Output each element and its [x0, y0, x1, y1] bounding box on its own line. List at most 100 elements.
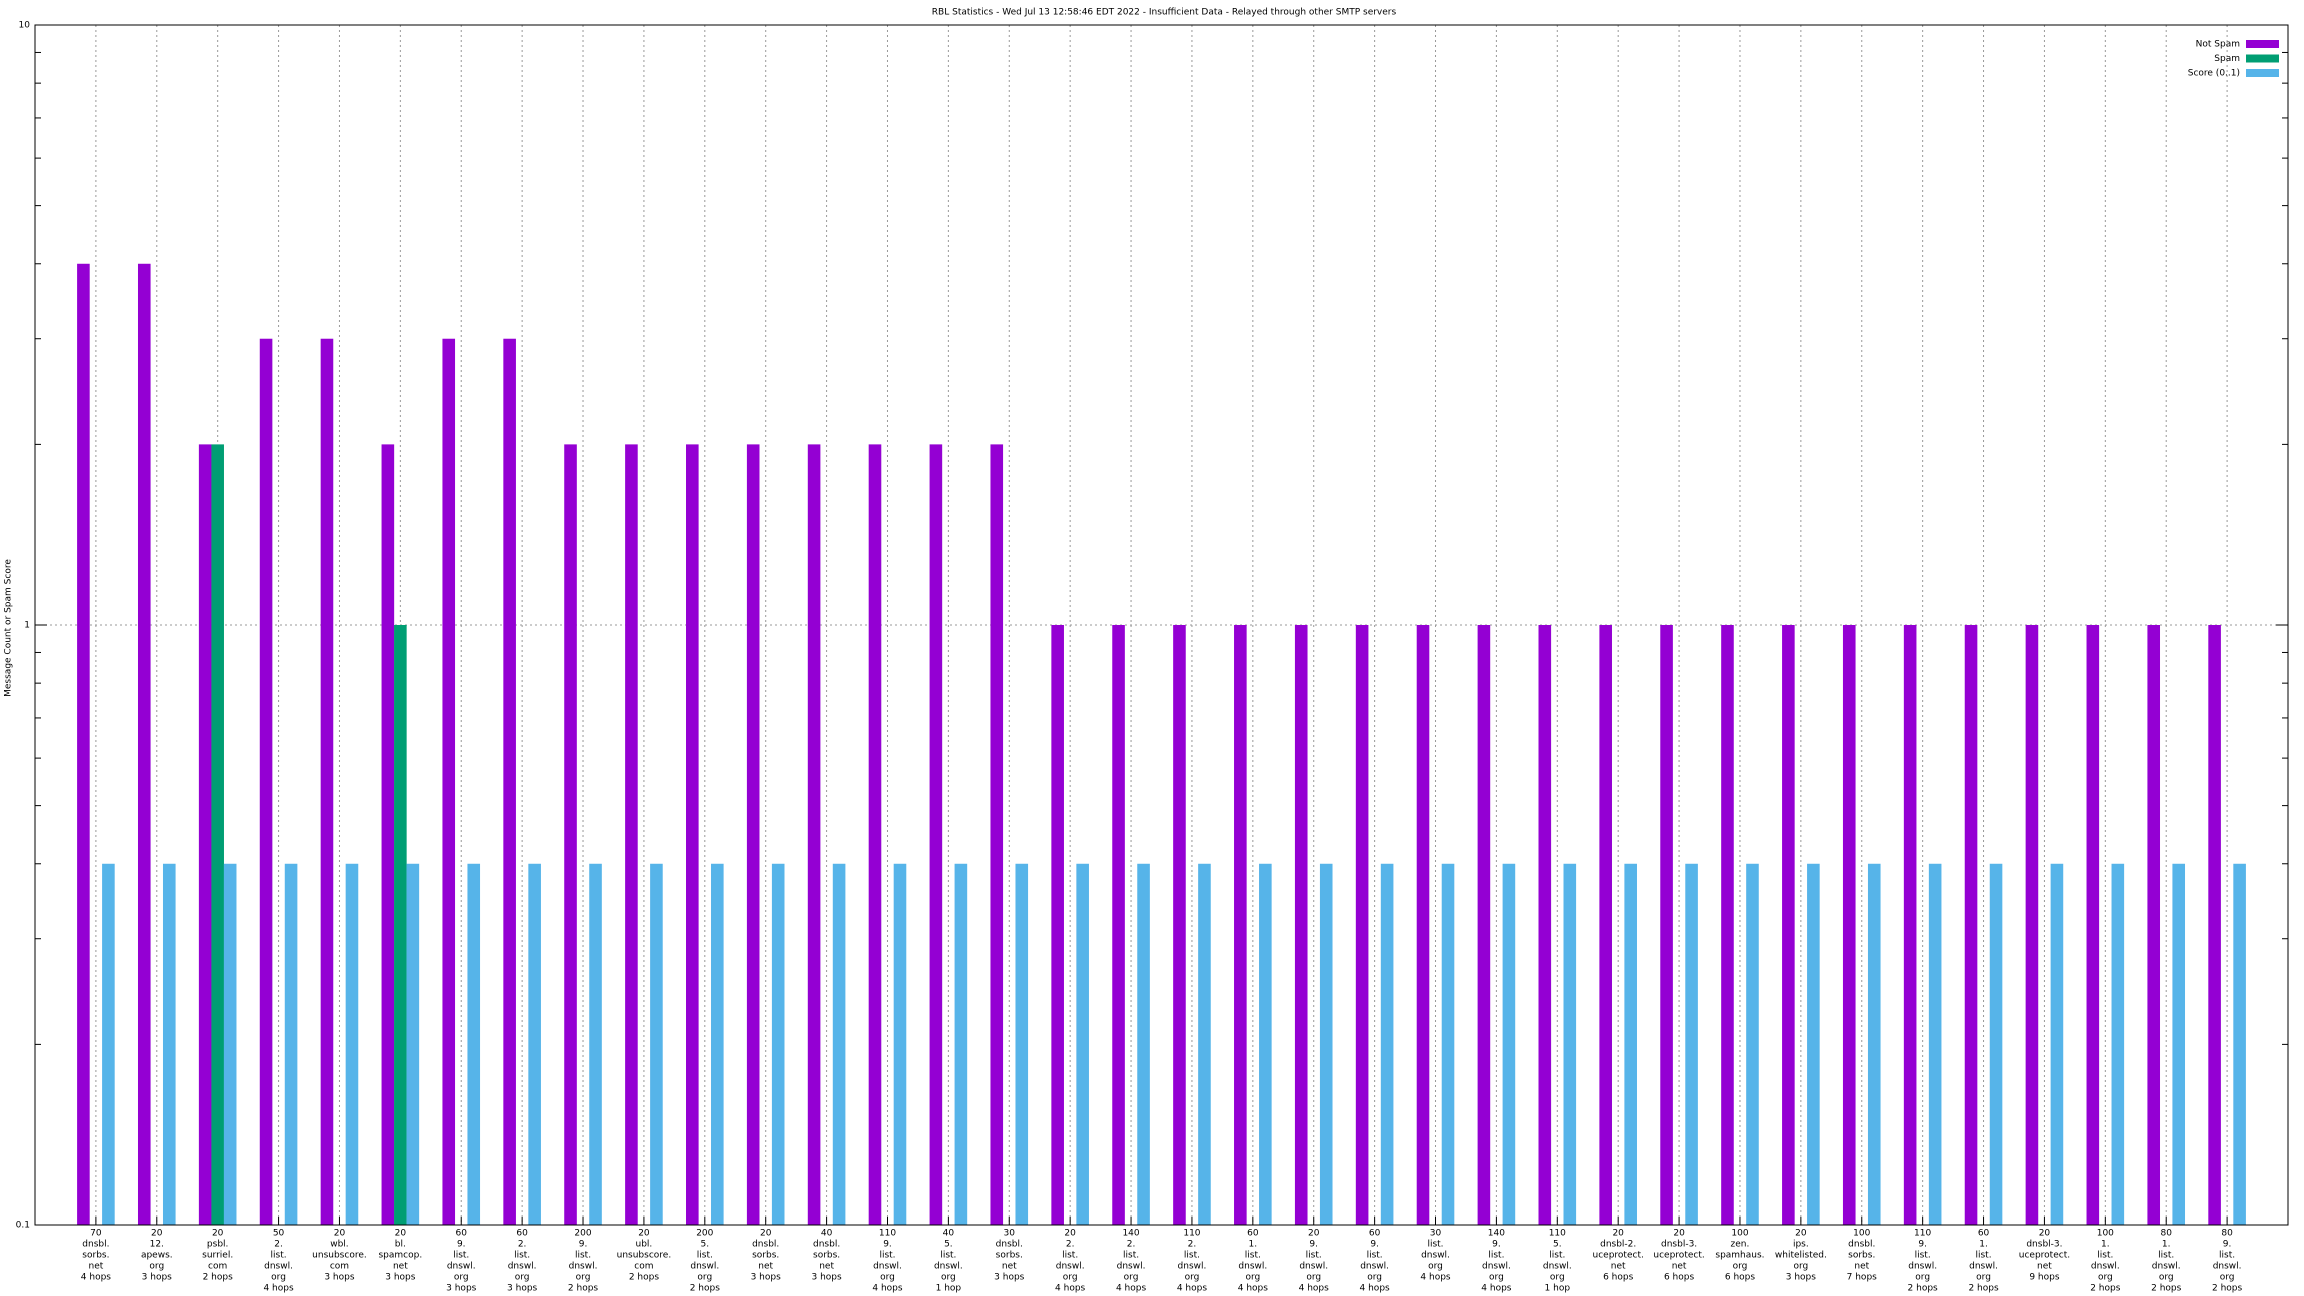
x-tick-label: 1. [1979, 1240, 1988, 1250]
x-tick-label: list. [697, 1251, 713, 1261]
x-tick-label: 20 [638, 1229, 650, 1239]
x-tick-label: 6 hops [1725, 1273, 1756, 1283]
x-tick-label: 9. [1370, 1240, 1379, 1250]
x-tick-label: 80 [2221, 1229, 2233, 1239]
x-tick-label: 6 hops [1603, 1273, 1634, 1283]
bar [137, 263, 151, 1225]
x-tick-label: list. [1123, 1251, 1139, 1261]
x-tick-label: wbl. [330, 1240, 348, 1250]
x-tick-label: org [2220, 1273, 2235, 1283]
x-tick-label: dnsbl. [752, 1240, 779, 1250]
bar [162, 863, 176, 1225]
x-tick-label: 80 [2160, 1229, 2172, 1239]
x-tick-label: spamhaus. [1715, 1251, 1764, 1261]
x-tick-label: dnsbl-3. [1661, 1240, 1697, 1250]
x-tick-label: 20 [1612, 1229, 1624, 1239]
x-tick-label: list. [271, 1251, 287, 1261]
x-tick-label: list. [453, 1251, 469, 1261]
x-tick-label: 4 hops [1177, 1284, 1208, 1294]
bar [686, 444, 699, 1226]
x-tick-label: list. [1427, 1240, 1443, 1250]
bar [1294, 625, 1308, 1225]
x-tick-label: 2 hops [629, 1273, 660, 1283]
x-tick-label: dnswl. [873, 1262, 902, 1272]
x-tick-label: org [941, 1273, 956, 1283]
x-tick-label: dnswl. [1056, 1262, 1085, 1272]
bar [1380, 863, 1394, 1225]
legend-label: Spam [2214, 54, 2240, 64]
x-tick-label: 2. [1066, 1240, 1075, 1250]
x-tick-label: 2 hops [568, 1284, 599, 1294]
x-tick-label: 4 hops [1481, 1284, 1512, 1294]
x-tick-label: 20 [760, 1229, 772, 1239]
bar [1137, 863, 1150, 1225]
x-tick-label: 9 hops [2029, 1273, 2060, 1283]
bar [564, 444, 577, 1226]
x-tick-label: 2 hops [2151, 1284, 2182, 1294]
x-tick-label: net [1611, 1262, 1626, 1272]
bar [625, 444, 638, 1226]
x-tick-label: 4 hops [1299, 1284, 1330, 1294]
x-tick-label: 60 [456, 1229, 468, 1239]
bar [1051, 625, 1064, 1225]
y-tick-label: 0.1 [16, 1221, 30, 1231]
x-tick-label: 1 hop [1545, 1284, 1571, 1294]
bar [1198, 863, 1211, 1225]
x-tick-label: dnswl. [1969, 1262, 1998, 1272]
bar [589, 863, 602, 1225]
x-tick-label: net [758, 1262, 773, 1272]
bar [1867, 863, 1881, 1225]
x-tick-label: dnsbl. [813, 1240, 840, 1250]
x-tick-label: 40 [943, 1229, 955, 1239]
x-tick-label: 2 hops [1968, 1284, 1999, 1294]
x-tick-label: 2 hops [1908, 1284, 1939, 1294]
x-tick-label: list. [940, 1251, 956, 1261]
bar [394, 625, 407, 1225]
bar [807, 444, 821, 1226]
x-tick-label: 20 [2039, 1229, 2051, 1239]
bar [1173, 625, 1186, 1225]
x-tick-label: 9. [883, 1240, 892, 1250]
x-tick-label: net [1002, 1262, 1017, 1272]
x-tick-label: 200 [574, 1229, 591, 1239]
x-tick-label: 1. [2162, 1240, 2171, 1250]
x-tick-label: 20 [1795, 1229, 1807, 1239]
x-tick-label: sorbs. [82, 1251, 109, 1261]
bar [1563, 863, 1577, 1225]
x-tick-label: 40 [821, 1229, 833, 1239]
bar [1599, 625, 1612, 1225]
x-tick-label: org [576, 1273, 591, 1283]
x-tick-label: org [271, 1273, 286, 1283]
x-tick-label: net [2037, 1262, 2052, 1272]
x-tick-label: 3 hops [1786, 1273, 1817, 1283]
legend-label: Score (0..1) [2188, 69, 2240, 79]
x-tick-label: dnswl. [690, 1262, 719, 1272]
bar [1903, 625, 1917, 1225]
x-tick-label: 20 [151, 1229, 163, 1239]
x-tick-label: org [1976, 1273, 1991, 1283]
x-tick-label: apews. [141, 1251, 173, 1261]
x-tick-label: 6 hops [1664, 1273, 1695, 1283]
x-tick-label: org [1367, 1273, 1382, 1283]
x-tick-label: 140 [1488, 1229, 1505, 1239]
x-tick-label: dnswl. [1299, 1262, 1328, 1272]
bar [2233, 863, 2246, 1225]
x-tick-label: org [2159, 1273, 2174, 1283]
x-tick-label: 4 hops [263, 1284, 294, 1294]
x-tick-label: whitelisted. [1775, 1251, 1827, 1261]
x-tick-label: org [1063, 1273, 1078, 1283]
x-tick-label: net [393, 1262, 408, 1272]
x-tick-label: 100 [2097, 1229, 2114, 1239]
bar [284, 863, 298, 1225]
bar [868, 444, 882, 1226]
bar [1538, 625, 1552, 1225]
bar [2111, 863, 2125, 1225]
x-tick-label: com [634, 1262, 653, 1272]
x-tick-label: 12. [150, 1240, 164, 1250]
x-tick-label: 110 [1549, 1229, 1566, 1239]
x-tick-label: list. [514, 1251, 530, 1261]
x-tick-label: net [819, 1262, 834, 1272]
x-tick-label: list. [1975, 1251, 1991, 1261]
bar [929, 444, 943, 1226]
x-tick-label: net [1854, 1262, 1869, 1272]
